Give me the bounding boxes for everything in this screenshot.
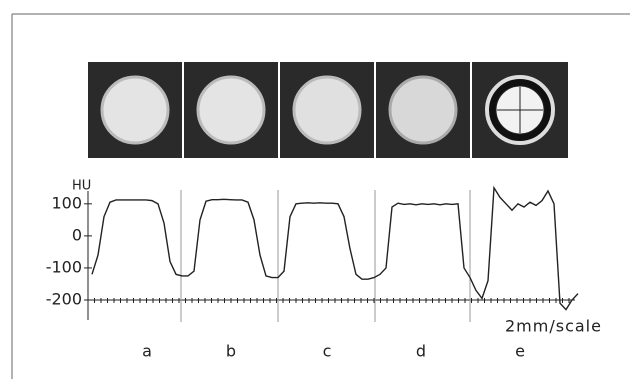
ct-images	[88, 62, 568, 158]
section-label: c	[323, 342, 332, 361]
section-label: e	[515, 342, 525, 361]
profile-line	[92, 188, 578, 310]
image-a-disc	[102, 77, 168, 143]
image-c-disc	[294, 77, 360, 143]
section-label: b	[226, 342, 236, 361]
figure: HU 2mm/scale 1000-100-200abcde	[0, 0, 630, 379]
x-axis-label: 2mm/scale	[505, 317, 602, 336]
y-tick-label: -200	[46, 290, 82, 309]
y-tick-label: -100	[46, 257, 82, 276]
section-label: a	[142, 342, 152, 361]
section-label: d	[416, 342, 426, 361]
y-tick-label: 0	[72, 225, 82, 244]
page: HU 2mm/scale 1000-100-200abcde (() => { …	[0, 0, 630, 379]
image-d-disc	[390, 77, 456, 143]
y-tick-label: 100	[51, 193, 82, 212]
image-b-disc	[198, 77, 264, 143]
